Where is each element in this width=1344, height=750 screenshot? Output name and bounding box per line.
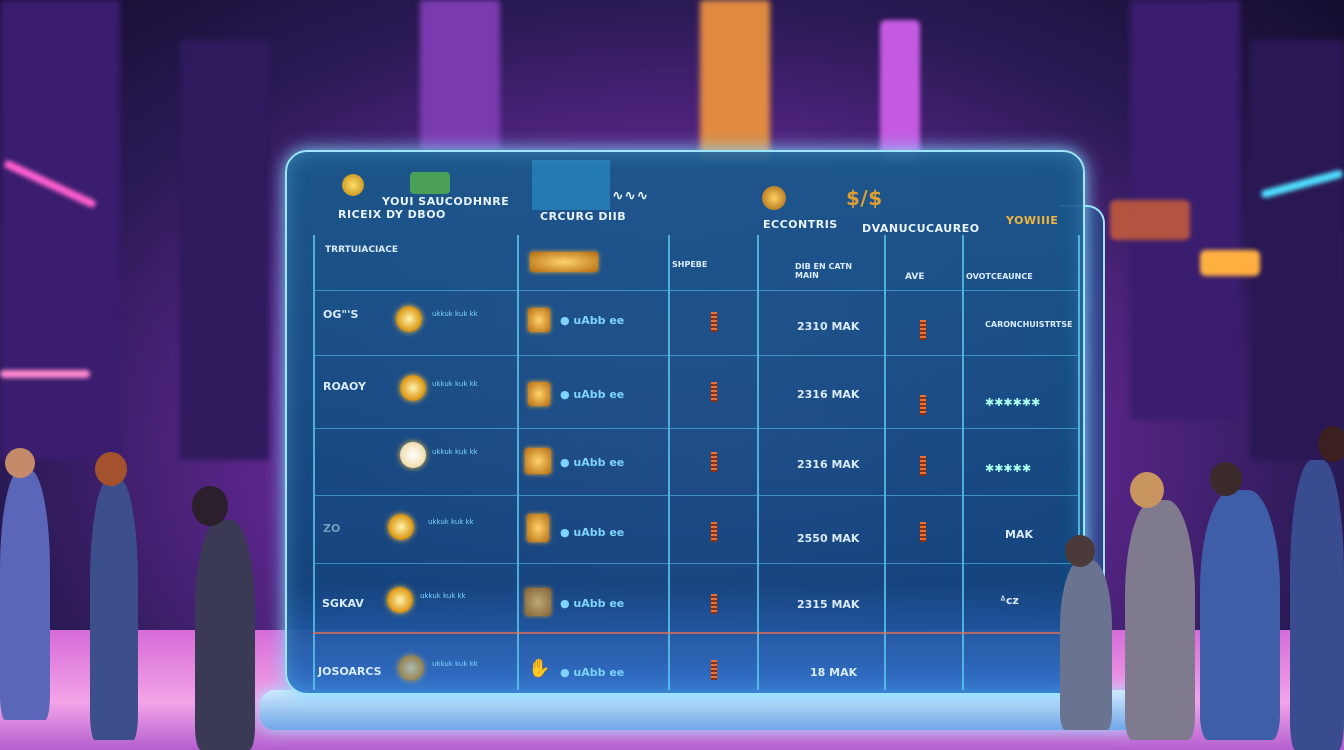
coin-logo-icon xyxy=(342,174,364,196)
level-bar xyxy=(920,395,926,415)
header-label-3: ECCONTRIS xyxy=(763,218,838,231)
person xyxy=(195,520,255,750)
person xyxy=(1125,500,1195,740)
column-header[interactable]: AVE xyxy=(905,272,925,282)
column-header[interactable]: OVOTCEAUNCE xyxy=(966,272,1033,281)
holographic-screen xyxy=(285,150,1085,695)
column-header[interactable]: DIB EN CATN MAIN xyxy=(795,262,853,280)
person xyxy=(0,470,50,720)
row-extra: MAK xyxy=(1005,528,1033,541)
level-bar xyxy=(920,522,926,542)
row-code: ● uAbb ee xyxy=(560,314,625,327)
row-desc: ukkuk kuk kk xyxy=(432,660,478,668)
row-desc: ukkuk kuk kk xyxy=(428,518,474,526)
row-code: ● uAbb ee xyxy=(560,666,625,679)
wave-icon: ∿∿∿ xyxy=(612,188,649,204)
row-desc: ukkuk kuk kk xyxy=(432,448,478,456)
coin-icon xyxy=(400,375,426,401)
row-desc: ukkuk kuk kk xyxy=(432,310,478,318)
coin-icon xyxy=(762,186,786,210)
rating-stars: ✱✱✱✱✱ xyxy=(985,462,1032,475)
person-head xyxy=(1065,535,1095,567)
row-extra: ᐞcz xyxy=(1000,594,1019,607)
row-desc: ukkuk kuk kk xyxy=(432,380,478,388)
level-bar xyxy=(711,312,717,332)
person xyxy=(1200,490,1280,740)
row-name: ROAOY xyxy=(323,380,366,393)
person-head xyxy=(1130,472,1164,508)
header-subtitle: RICEIX DY DBOO xyxy=(338,208,446,221)
row-name: OG"'S xyxy=(323,308,359,321)
row-name: JOSOARCS xyxy=(318,665,382,678)
person-head xyxy=(1210,462,1242,496)
coin-icon xyxy=(387,587,413,613)
header-center-label: CRCURG DIIB xyxy=(540,210,627,223)
column-header[interactable]: SHPEBE xyxy=(672,260,708,269)
coin-icon xyxy=(400,442,426,468)
level-bar xyxy=(711,660,717,680)
header-label-5: YOWIIIE xyxy=(1006,214,1059,227)
row-value: 2310 MAK xyxy=(797,320,860,333)
coin-icon xyxy=(396,306,422,332)
column-header-badge[interactable] xyxy=(530,252,598,272)
row-extra: CARONCHUISTRTSE xyxy=(985,320,1073,329)
header-label-4: DVANUCUCAUREO xyxy=(862,222,980,235)
row-value: 18 MAK xyxy=(810,666,858,679)
column-header[interactable]: TRRTUIACIACE xyxy=(325,245,399,255)
level-bar xyxy=(920,320,926,340)
person xyxy=(90,478,138,740)
header-title: YOUI SAUCODHNRE xyxy=(382,195,510,208)
chart-icon xyxy=(410,172,450,194)
token-icon xyxy=(528,382,550,406)
level-bar xyxy=(711,522,717,542)
level-bar xyxy=(920,456,926,476)
person xyxy=(1060,560,1112,730)
dollar-sign-icon: $/$ xyxy=(846,186,883,210)
row-code: ● uAbb ee xyxy=(560,388,625,401)
coin-icon xyxy=(388,514,414,540)
row-value: 2316 MAK xyxy=(797,388,860,401)
hand-icon: ✋ xyxy=(528,658,551,679)
token-icon xyxy=(525,448,551,474)
level-bar xyxy=(711,382,717,402)
row-code: ● uAbb ee xyxy=(560,456,625,469)
row-code: ● uAbb ee xyxy=(560,526,625,539)
row-desc: ukkuk kuk kk xyxy=(420,592,466,600)
row-value: 2550 MAK xyxy=(797,532,860,545)
rating-stars: ✱✱✱✱✱✱ xyxy=(985,396,1041,409)
person xyxy=(1290,460,1344,750)
display-stand xyxy=(260,690,1140,730)
person-head xyxy=(5,448,35,478)
token-icon xyxy=(525,588,551,616)
highlight-box xyxy=(532,160,610,210)
coin-icon xyxy=(398,655,424,681)
person-head xyxy=(1318,426,1344,462)
person-head xyxy=(95,452,127,486)
level-bar xyxy=(711,594,717,614)
token-icon xyxy=(527,514,549,542)
row-value: 2316 MAK xyxy=(797,458,860,471)
row-value: 2315 MAK xyxy=(797,598,860,611)
row-name: SGKAV xyxy=(322,597,364,610)
token-icon xyxy=(528,308,550,332)
level-bar xyxy=(711,452,717,472)
row-code: ● uAbb ee xyxy=(560,597,625,610)
row-name: ZO xyxy=(323,522,341,535)
person-head xyxy=(192,486,228,526)
